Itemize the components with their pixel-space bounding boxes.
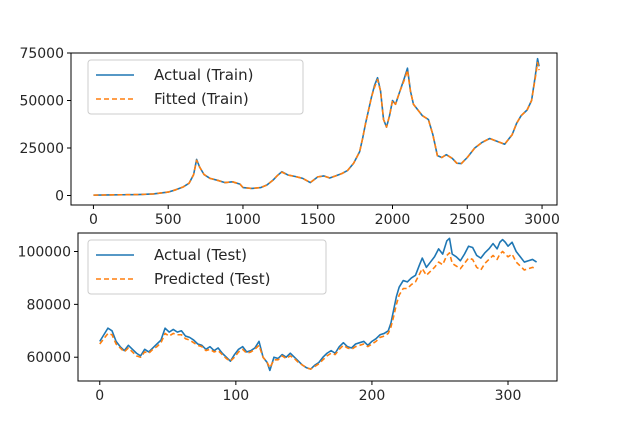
- actual-test-line: [99, 237, 538, 372]
- train-x-tick-label: 3000: [524, 212, 560, 228]
- predicted-test-line: [99, 250, 537, 370]
- train-panel: 0 500 1000 1500 2000 2500 3000 0 25000 50000 75000…: [19, 46, 559, 228]
- train-x-tick-label: 1500: [300, 212, 336, 228]
- train-x-tick-label: 0: [89, 212, 98, 228]
- test-x-tick-label: 200: [359, 388, 386, 404]
- test-x-tick-label: 100: [222, 388, 249, 404]
- legend-label-actual-test: Actual (Test): [154, 246, 247, 264]
- train-axes-frame: [70, 52, 558, 206]
- test-series-lines: [99, 237, 538, 372]
- test-legend: Actual (Test) Predicted (Test): [87, 239, 327, 295]
- train-series-lines: [93, 57, 540, 196]
- train-legend: Actual (Train) Fitted (Train): [87, 59, 304, 115]
- test-legend-box: [87, 239, 327, 295]
- test-x-tick-label: 300: [495, 388, 522, 404]
- train-x-tick-label: 2500: [449, 212, 485, 228]
- test-y-tick-label: 100000: [18, 245, 71, 261]
- test-x-tick-label: 0: [95, 388, 104, 404]
- test-y-tick-label: 60000: [26, 350, 71, 366]
- fitted-train-line: [93, 61, 540, 196]
- train-y-tick-label: 75000: [19, 46, 64, 62]
- train-x-tick-label: 2000: [375, 212, 411, 228]
- train-ticks: 0 500 1000 1500 2000 2500 3000 0 25000 50000 75000: [19, 46, 559, 228]
- train-legend-box: [87, 59, 304, 115]
- train-y-tick-label: 50000: [19, 94, 64, 110]
- train-y-tick-label: 25000: [19, 141, 64, 157]
- legend-label-predicted-test: Predicted (Test): [154, 270, 270, 288]
- legend-label-fitted-train: Fitted (Train): [154, 90, 249, 108]
- legend-label-actual-train: Actual (Train): [154, 66, 253, 84]
- train-y-tick-label: 0: [55, 189, 64, 205]
- test-panel: 0 100 200 300 60000 80000 100000 Actual (Test)…: [18, 232, 558, 405]
- train-x-tick-label: 1000: [225, 212, 261, 228]
- test-y-tick-label: 80000: [26, 297, 71, 313]
- train-x-tick-label: 500: [155, 212, 182, 228]
- test-axes-frame: [77, 232, 558, 382]
- test-ticks: 0 100 200 300 60000 80000 100000: [18, 245, 522, 405]
